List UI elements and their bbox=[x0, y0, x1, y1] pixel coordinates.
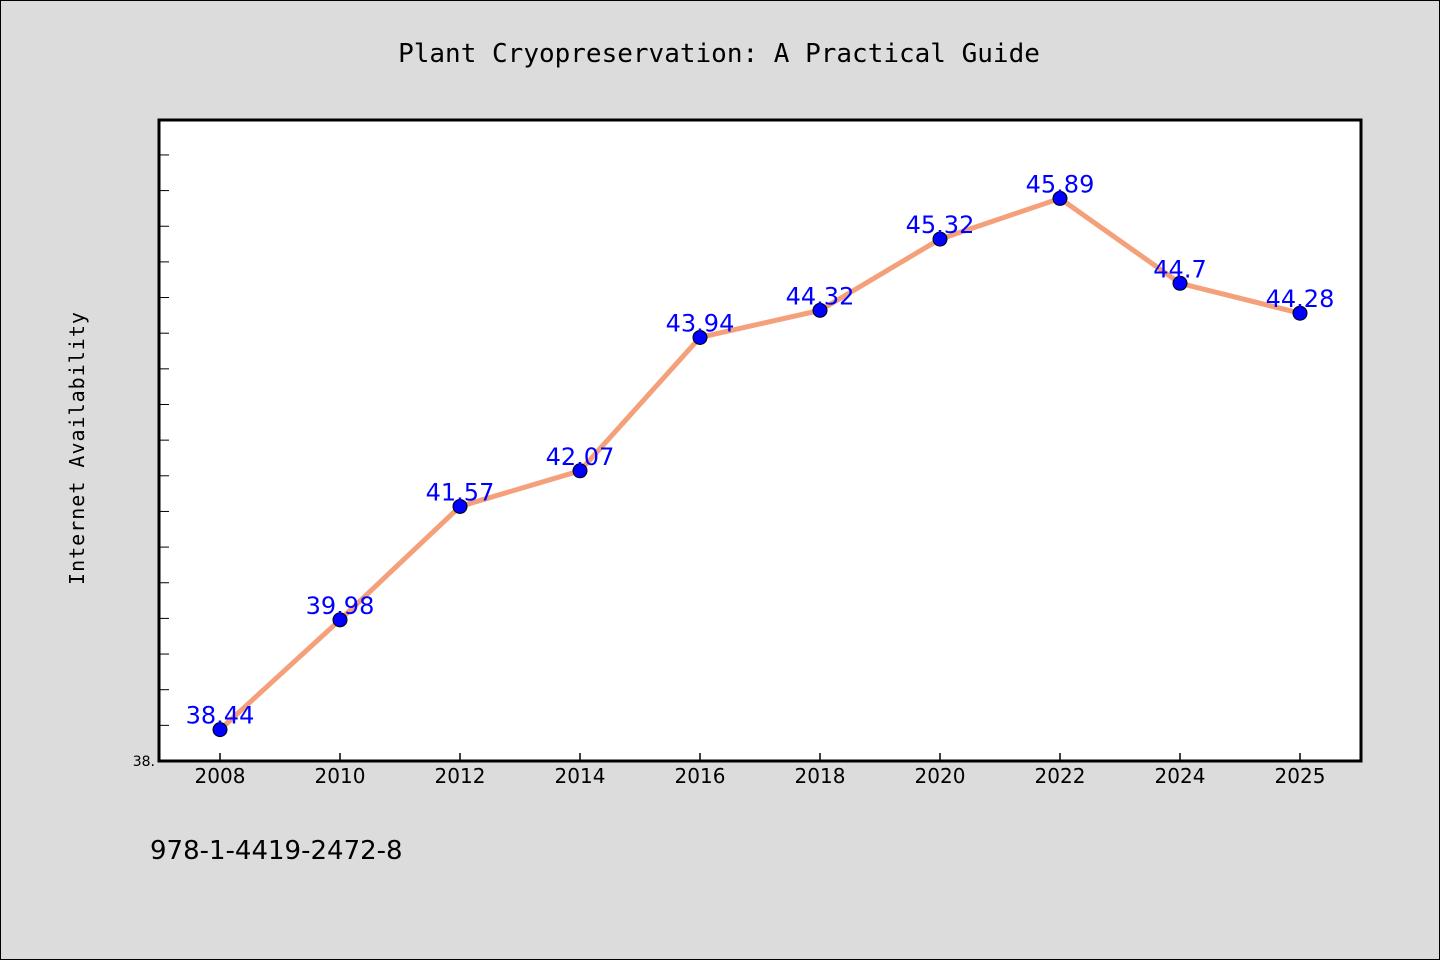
data-labels: 38.44 39.98 41.57 42.07 43.94 44.32 45.32 45.89… bbox=[186, 170, 1335, 729]
data-label: 43.94 bbox=[666, 309, 735, 337]
y-axis-ticks: 38. bbox=[133, 154, 169, 770]
data-point bbox=[692, 329, 708, 345]
x-axis-ticks: 2008 2010 2012 2014 2016 2018 2020 2022 2024 2025 bbox=[195, 753, 1326, 788]
x-tick-label: 2008 bbox=[195, 764, 246, 788]
data-point bbox=[812, 302, 828, 318]
data-point bbox=[1292, 305, 1308, 321]
data-point bbox=[1172, 275, 1188, 291]
x-tick-label: 2024 bbox=[1155, 764, 1206, 788]
data-label: 42.07 bbox=[546, 443, 615, 471]
series-markers bbox=[212, 190, 1308, 738]
x-tick-label: 2022 bbox=[1035, 764, 1086, 788]
data-point bbox=[452, 498, 468, 514]
x-tick-label: 2010 bbox=[315, 764, 366, 788]
data-label: 38.44 bbox=[186, 702, 255, 730]
data-label: 45.32 bbox=[906, 211, 975, 239]
data-label: 44.7 bbox=[1153, 255, 1206, 283]
x-tick-label: 2020 bbox=[915, 764, 966, 788]
x-tick-label: 2012 bbox=[435, 764, 486, 788]
plot-area bbox=[157, 118, 1363, 763]
data-point bbox=[932, 231, 948, 247]
data-label: 41.57 bbox=[426, 478, 495, 506]
data-label: 44.32 bbox=[786, 282, 855, 310]
x-tick-label: 2018 bbox=[795, 764, 846, 788]
data-point bbox=[212, 722, 228, 738]
isbn-text: 978-1-4419-2472-8 bbox=[150, 836, 403, 866]
data-label: 44.28 bbox=[1266, 285, 1335, 313]
data-point bbox=[332, 612, 348, 628]
x-tick-label: 2014 bbox=[555, 764, 606, 788]
data-point bbox=[1052, 190, 1068, 206]
chart-title: Plant Cryopreservation: A Practical Guid… bbox=[398, 39, 1040, 69]
data-label: 45.89 bbox=[1026, 170, 1095, 198]
y-tick-label: 38. bbox=[133, 754, 155, 770]
data-point bbox=[572, 463, 588, 479]
series-line bbox=[218, 195, 1301, 732]
y-axis-label: Internet Availability bbox=[65, 311, 89, 585]
data-label: 39.98 bbox=[306, 592, 375, 620]
x-tick-label: 2025 bbox=[1275, 764, 1326, 788]
x-tick-label: 2016 bbox=[675, 764, 726, 788]
